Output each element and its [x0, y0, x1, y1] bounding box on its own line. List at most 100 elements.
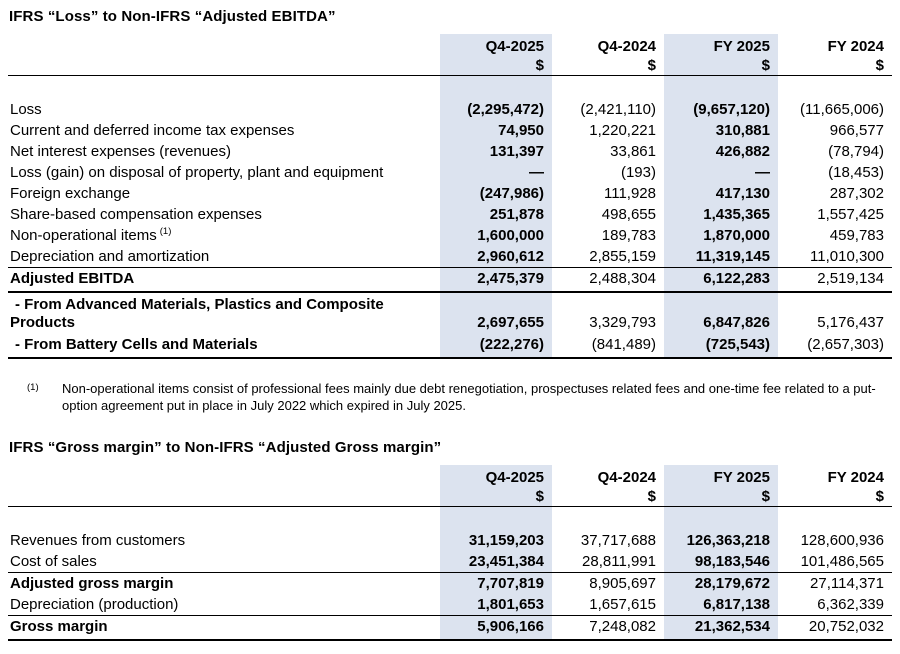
row-from-battery-cells: - From Battery Cells and Materials (222,…: [8, 334, 892, 359]
header-spacer: [8, 465, 440, 486]
footnote-ref: (1): [159, 226, 172, 237]
row-label: - From Battery Cells and Materials: [8, 334, 440, 359]
row-label-text: Non-operational items: [10, 227, 157, 244]
row-label: Adjusted EBITDA: [8, 267, 440, 293]
row-non-operational-items: Non-operational items (1) 1,600,000 189,7…: [8, 225, 892, 246]
header-q4-2025: Q4-2025: [485, 38, 544, 55]
cell-fy-2025: 6,847,826: [703, 314, 770, 331]
row-label: Loss (gain) on disposal of property, pla…: [10, 164, 384, 181]
spacer-row: [8, 75, 892, 99]
header-fy-2024: FY 2024: [827, 469, 884, 486]
currency-header-row: $ $ $ $: [8, 486, 892, 507]
cell-fy-2025: 98,183,546: [664, 551, 778, 573]
cell-q4-2025: 23,451,384: [440, 551, 552, 573]
cell-fy-2024: 5,176,437: [817, 314, 884, 331]
ebitda-table-title: IFRS “Loss” to Non-IFRS “Adjusted EBITDA…: [9, 8, 336, 25]
gross-margin-table-title: IFRS “Gross margin” to Non-IFRS “Adjuste…: [9, 439, 442, 456]
gross-margin-table: Q4-2025 Q4-2024 FY 2025 FY 2024 $ $ $ $ …: [8, 465, 892, 641]
cell-fy-2025: 1,435,365: [703, 206, 770, 223]
cell-fy-2024: (2,657,303): [778, 334, 892, 359]
header-q4-2024: Q4-2024: [597, 38, 656, 55]
cell-q4-2025: 7,707,819: [477, 575, 544, 592]
footnote-text: Non-operational items consist of profess…: [62, 381, 876, 413]
row-label: Current and deferred income tax expenses: [10, 122, 295, 139]
row-label: Net interest expenses (revenues): [10, 143, 231, 160]
header-fy-2025: FY 2025: [713, 469, 770, 486]
cell-q4-2025: 2,475,379: [440, 267, 552, 293]
cell-fy-2024: 6,362,339: [778, 594, 892, 616]
cell-fy-2025: 11,319,145: [664, 246, 778, 268]
column-header-row: Q4-2025 Q4-2024 FY 2025 FY 2024: [8, 465, 892, 486]
cell-q4-2025: 5,906,166: [440, 615, 552, 641]
cell-q4-2025: 251,878: [489, 206, 544, 223]
cell-q4-2024: 37,717,688: [580, 532, 656, 549]
header-spacer: [8, 486, 440, 507]
cell-q4-2024: (193): [620, 164, 656, 181]
cell-q4-2025: 2,697,655: [477, 314, 544, 331]
cell-fy-2024: (18,453): [828, 164, 884, 181]
currency-symbol: $: [664, 55, 778, 76]
spacer-row: [8, 506, 892, 530]
cell-fy-2025: 1,870,000: [703, 227, 770, 244]
cell-fy-2025: 417,130: [715, 185, 770, 202]
currency-symbol: $: [440, 486, 552, 507]
cell-fy-2025: 426,882: [715, 143, 770, 160]
row-foreign-exchange: Foreign exchange (247,986) 111,928 417,1…: [8, 183, 892, 204]
currency-symbol: $: [552, 55, 664, 76]
cell-q4-2025: —: [529, 164, 544, 181]
row-label: Gross margin: [8, 615, 440, 641]
cell-fy-2025: 21,362,534: [664, 615, 778, 641]
cell-q4-2025: 131,397: [489, 143, 544, 160]
cell-q4-2024: 7,248,082: [552, 615, 664, 641]
cell-fy-2025: 310,881: [715, 122, 770, 139]
row-share-based-compensation: Share-based compensation expenses 251,87…: [8, 204, 892, 225]
currency-header-row: $ $ $ $: [8, 55, 892, 76]
header-fy-2024: FY 2024: [827, 38, 884, 55]
cell-fy-2024: 101,486,565: [778, 551, 892, 573]
header-spacer: [8, 34, 440, 55]
cell-q4-2025: (222,276): [440, 334, 552, 359]
cell-q4-2024: (2,421,110): [580, 101, 656, 118]
currency-symbol: $: [664, 486, 778, 507]
row-adjusted-gross-margin: Adjusted gross margin 7,707,819 8,905,69…: [8, 573, 892, 595]
cell-q4-2025: (247,986): [479, 185, 544, 202]
cell-fy-2025: 6,122,283: [664, 267, 778, 293]
row-label: Non-operational items (1): [8, 225, 440, 246]
cell-fy-2024: 966,577: [829, 122, 884, 139]
cell-fy-2024: 128,600,936: [800, 532, 884, 549]
footnote-1: (1) Non-operational items consist of pro…: [27, 380, 893, 414]
row-label: Foreign exchange: [10, 185, 131, 202]
row-cost-of-sales: Cost of sales 23,451,384 28,811,991 98,1…: [8, 551, 892, 573]
header-q4-2024: Q4-2024: [597, 469, 656, 486]
row-net-interest-expenses: Net interest expenses (revenues) 131,397…: [8, 141, 892, 162]
row-label: - From Advanced Materials, Plastics and …: [10, 296, 384, 331]
cell-q4-2024: 1,657,615: [552, 594, 664, 616]
cell-q4-2024: 33,861: [610, 143, 656, 160]
cell-q4-2025: 1,600,000: [477, 227, 544, 244]
row-label: Cost of sales: [8, 551, 440, 573]
cell-q4-2025: 31,159,203: [468, 532, 544, 549]
header-fy-2025: FY 2025: [713, 38, 770, 55]
row-label: Adjusted gross margin: [10, 575, 174, 592]
cell-fy-2024: 11,010,300: [778, 246, 892, 268]
cell-q4-2024: 111,928: [604, 185, 656, 202]
cell-fy-2024: 287,302: [829, 185, 884, 202]
cell-fy-2024: (78,794): [828, 143, 884, 160]
cell-q4-2024: 2,488,304: [552, 267, 664, 293]
header-q4-2025: Q4-2025: [485, 469, 544, 486]
cell-q4-2024: 2,855,159: [552, 246, 664, 268]
cell-fy-2024: 20,752,032: [778, 615, 892, 641]
row-from-advanced-materials: - From Advanced Materials, Plastics and …: [8, 292, 892, 334]
cell-fy-2024: 1,557,425: [817, 206, 884, 223]
cell-fy-2024: 459,783: [829, 227, 884, 244]
row-revenues: Revenues from customers 31,159,203 37,71…: [8, 530, 892, 551]
row-depreciation-production: Depreciation (production) 1,801,653 1,65…: [8, 594, 892, 616]
cell-fy-2025: (725,543): [664, 334, 778, 359]
cell-q4-2024: 189,783: [601, 227, 656, 244]
row-depreciation-amortization: Depreciation and amortization 2,960,612 …: [8, 246, 892, 268]
cell-q4-2025: 1,801,653: [440, 594, 552, 616]
row-gross-margin: Gross margin 5,906,166 7,248,082 21,362,…: [8, 615, 892, 641]
header-spacer: [8, 55, 440, 76]
cell-q4-2025: 2,960,612: [440, 246, 552, 268]
